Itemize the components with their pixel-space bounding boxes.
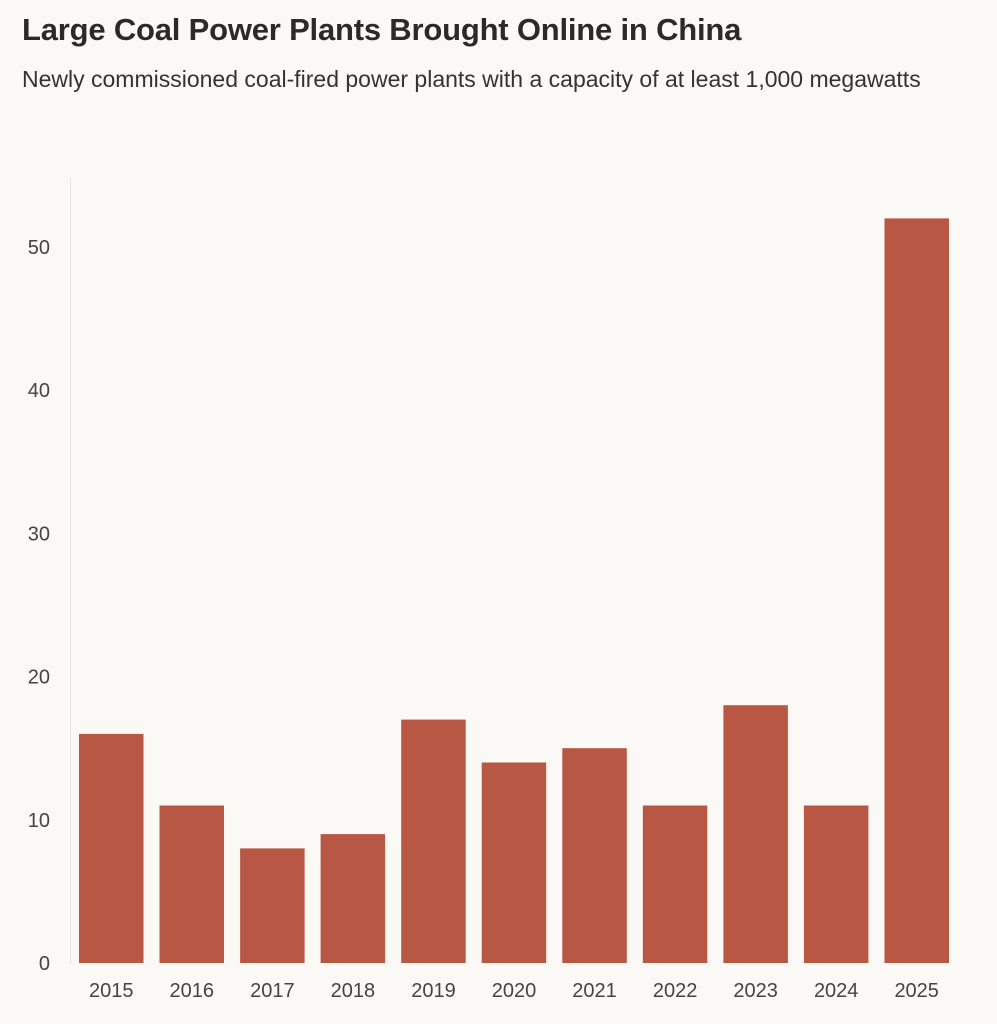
- bar-2018: [320, 834, 386, 963]
- bars-group: [79, 218, 949, 963]
- bar-2020: [481, 762, 547, 963]
- bar-2019: [401, 719, 466, 963]
- bar-2017: [240, 848, 305, 963]
- y-axis-ticks: 0 10 20 30 40 50: [28, 237, 50, 975]
- x-tick-label: 2016: [170, 980, 215, 1002]
- x-tick-label: 2022: [653, 980, 698, 1002]
- x-tick-label: 2019: [411, 980, 456, 1002]
- x-tick-label: 2020: [492, 980, 537, 1002]
- x-tick-label: 2023: [733, 980, 778, 1002]
- bar-2022: [642, 805, 708, 963]
- y-tick-label: 0: [39, 953, 50, 975]
- y-tick-label: 40: [28, 380, 50, 402]
- x-tick-label: 2017: [250, 980, 295, 1002]
- bar-2023: [723, 705, 788, 963]
- x-axis-ticks: 2015 2016 2017 2018 2019 2020 2021 2022 2023 2024…: [89, 980, 939, 1002]
- chart-title: Large Coal Power Plants Brought Online i…: [22, 12, 742, 47]
- bar-2025: [884, 218, 949, 963]
- x-tick-label: 2024: [814, 980, 859, 1002]
- x-tick-label: 2018: [331, 980, 376, 1002]
- bar-2021: [562, 748, 627, 963]
- y-tick-label: 10: [28, 810, 50, 832]
- bar-2016: [159, 805, 224, 963]
- chart-subtitle: Newly commissioned coal-fired power plan…: [22, 66, 921, 92]
- y-tick-label: 30: [28, 523, 50, 545]
- x-tick-label: 2015: [89, 980, 134, 1002]
- x-tick-label: 2025: [894, 980, 939, 1002]
- bar-2024: [803, 805, 869, 963]
- bar-2015: [79, 733, 144, 963]
- y-tick-label: 20: [28, 667, 50, 689]
- y-tick-label: 50: [28, 237, 50, 259]
- x-tick-label: 2021: [572, 980, 617, 1002]
